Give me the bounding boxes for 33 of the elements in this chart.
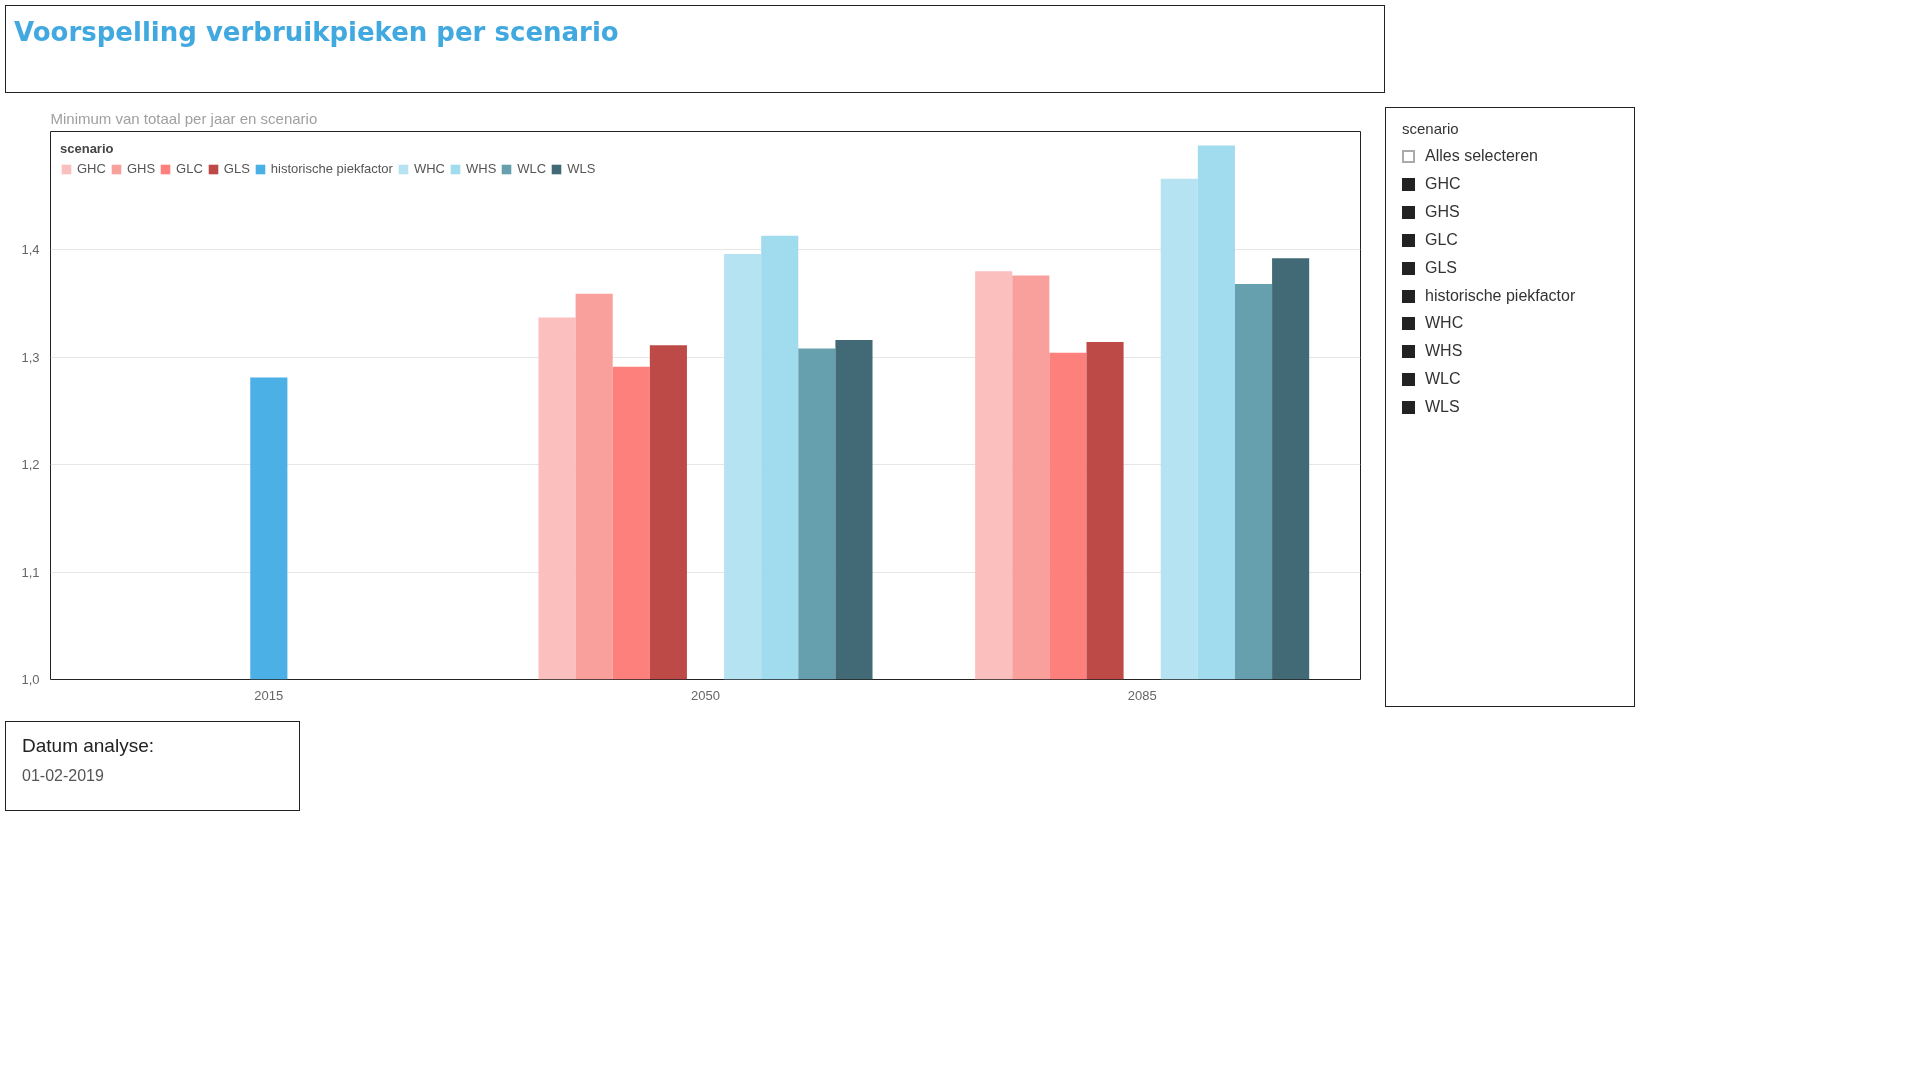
text: WHS — [1424, 341, 1464, 362]
chart-subtitle: Minimum van totaal per jaar en scenario — [50, 109, 318, 127]
x-tick-label: 2085 — [1127, 687, 1157, 703]
legend-label: GHS — [126, 161, 156, 176]
legend-title: scenario — [60, 141, 115, 156]
text: 01-02-2019 — [22, 766, 105, 787]
y-tick-label: 1,3 — [21, 349, 40, 365]
y-tick-label: 1,1 — [21, 564, 40, 580]
text: scenario — [1402, 119, 1460, 139]
text: WLS — [1424, 397, 1461, 417]
legend-label: WHC — [413, 161, 445, 176]
text: WHC — [1424, 313, 1465, 334]
legend-label: historische piekfactor — [270, 161, 393, 176]
text: GLS — [1424, 257, 1458, 278]
legend-label: WLC — [517, 161, 547, 176]
text: GLC — [1424, 229, 1459, 250]
x-tick-label: 2050 — [691, 687, 720, 703]
text: historische piekfactor — [1424, 285, 1577, 306]
legend-label: WLS — [567, 161, 596, 176]
y-tick-label: 1,0 — [21, 672, 40, 687]
y-tick-label: 1,2 — [21, 457, 40, 473]
chart-title: Voorspelling verbruikpieken per scenario — [5, 5, 1385, 93]
legend-label: GLC — [176, 161, 203, 176]
x-tick-label: 2015 — [254, 687, 284, 703]
legend-label: GLS — [223, 161, 250, 176]
legend-label: WHS — [465, 161, 497, 176]
y-tick-label: 1,4 — [21, 242, 40, 258]
text: Datum analyse: — [22, 734, 155, 758]
text: WLC — [1424, 369, 1462, 390]
legend-label: GHC — [77, 161, 106, 176]
text: GHS — [1424, 202, 1461, 223]
text: GHC — [1424, 174, 1462, 195]
text: Alles selecteren — [1424, 146, 1539, 167]
